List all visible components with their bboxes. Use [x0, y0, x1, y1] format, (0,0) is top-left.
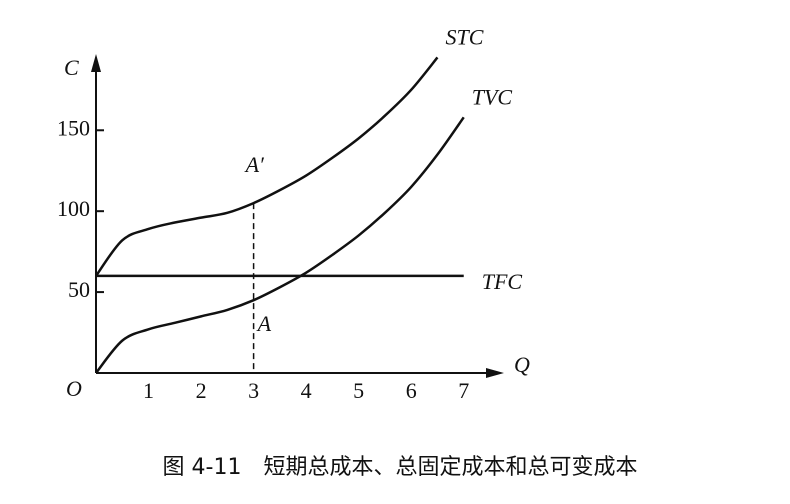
caption: 图 4-11 短期总成本、总固定成本和总可变成本 — [163, 455, 638, 480]
x-tick-label: 7 — [458, 378, 469, 403]
series-label: TVC — [472, 84, 513, 109]
series-line — [94, 56, 439, 277]
y-axis-label: C — [64, 55, 79, 80]
series-line — [95, 116, 465, 374]
x-tick-label: 3 — [248, 378, 259, 403]
series-label: STC — [445, 25, 483, 50]
series-label: TFC — [482, 269, 523, 294]
y-tick-label: 50 — [68, 277, 90, 302]
y-tick-label: 100 — [57, 196, 90, 221]
x-tick-label: 2 — [196, 378, 207, 403]
annotation: A — [256, 311, 272, 336]
x-tick-label: 6 — [406, 378, 417, 403]
x-tick-label: 1 — [143, 378, 154, 403]
x-tick-label: 5 — [353, 378, 364, 403]
x-axis-label: Q — [514, 352, 530, 377]
origin-label: O — [66, 376, 82, 401]
x-arrow — [486, 368, 504, 378]
y-tick-label: 150 — [57, 115, 90, 140]
y-arrow — [91, 54, 101, 72]
x-tick-label: 4 — [301, 378, 312, 403]
annotation: A′ — [244, 152, 265, 177]
